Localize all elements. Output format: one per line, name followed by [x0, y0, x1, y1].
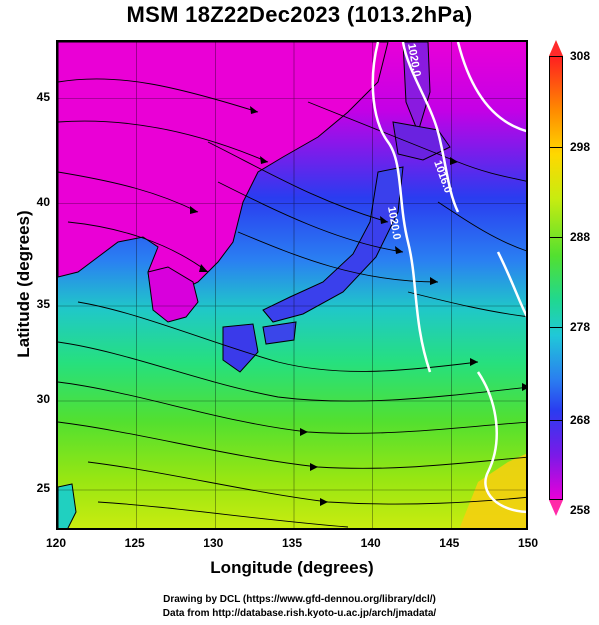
shikoku-island [262, 321, 297, 345]
chart-title: MSM 18Z22Dec2023 (1013.2hPa) [126, 2, 473, 27]
x-tick-140: 140 [360, 536, 381, 550]
colorbar-tickmark [549, 147, 563, 148]
colorbar-tick-278: 278 [570, 320, 591, 334]
y-tick-35: 35 [36, 297, 50, 311]
colorbar-bottom-arrow [549, 500, 563, 516]
wind-streamlines [58, 78, 526, 528]
credit-drawing: Drawing by DCL (https://www.gfd-dennou.o… [163, 594, 436, 605]
colorbar-tick-298: 298 [570, 140, 591, 154]
x-axis-label: Longitude (degrees) [210, 558, 374, 577]
y-tick-25: 25 [36, 481, 50, 495]
y-tick-45: 45 [36, 90, 50, 104]
y-tick-40: 40 [36, 195, 50, 209]
x-tick-145: 145 [439, 536, 460, 550]
map-panel: 1020.0 1016.0 1020.0 [56, 40, 528, 530]
asia-landmass [58, 42, 389, 303]
kyushu-island [222, 323, 259, 373]
graticule [58, 42, 526, 528]
colorbar-tickmark [549, 327, 563, 328]
colorbar-tick-268: 268 [570, 413, 591, 427]
credit-data: Data from http://database.rish.kyoto-u.a… [162, 608, 437, 619]
colorbar-tick-258: 258 [570, 503, 591, 517]
x-tick-120: 120 [45, 536, 67, 550]
korea-peninsula [147, 266, 199, 323]
isobars [371, 42, 526, 514]
colorbar [549, 56, 563, 500]
colorbar-tick-288: 288 [570, 230, 591, 244]
isobar-label-1020-top: 1020.0 [405, 42, 423, 77]
colorbar-tickmark [549, 420, 563, 421]
y-axis-label: Latitude (degrees) [14, 210, 33, 358]
taiwan-island [58, 483, 77, 528]
warm-sea-patch [459, 453, 526, 528]
x-tick-135: 135 [281, 536, 303, 550]
colorbar-tickmark [549, 237, 563, 238]
x-tick-130: 130 [203, 536, 224, 550]
honshu-island [262, 166, 404, 323]
x-tick-150: 150 [517, 536, 539, 550]
x-tick-125: 125 [124, 536, 145, 550]
map-graphic: 1020.0 1016.0 1020.0 [58, 42, 526, 528]
isobar-label-1020-left: 1020.0 [385, 205, 403, 240]
y-tick-30: 30 [36, 392, 50, 406]
colorbar-tick-308: 308 [570, 49, 591, 63]
colorbar-top-arrow [549, 40, 563, 56]
streamline-arrowheads [190, 106, 526, 506]
